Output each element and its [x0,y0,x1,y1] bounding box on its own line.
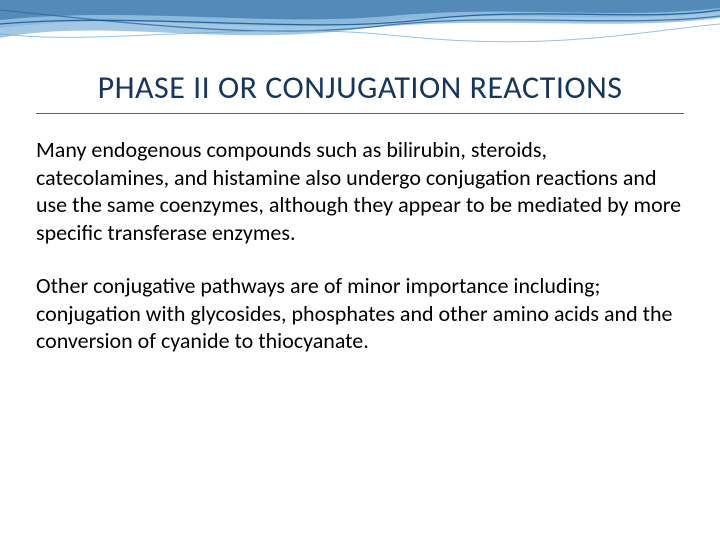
slide-title: PHASE II OR CONJUGATION REACTIONS [36,68,684,114]
paragraph-2: Other conjugative pathways are of minor … [36,272,684,355]
slide-content: PHASE II OR CONJUGATION REACTIONS Many e… [0,0,720,355]
slide-body: Many endogenous compounds such as biliru… [36,136,684,355]
paragraph-1: Many endogenous compounds such as biliru… [36,136,684,246]
